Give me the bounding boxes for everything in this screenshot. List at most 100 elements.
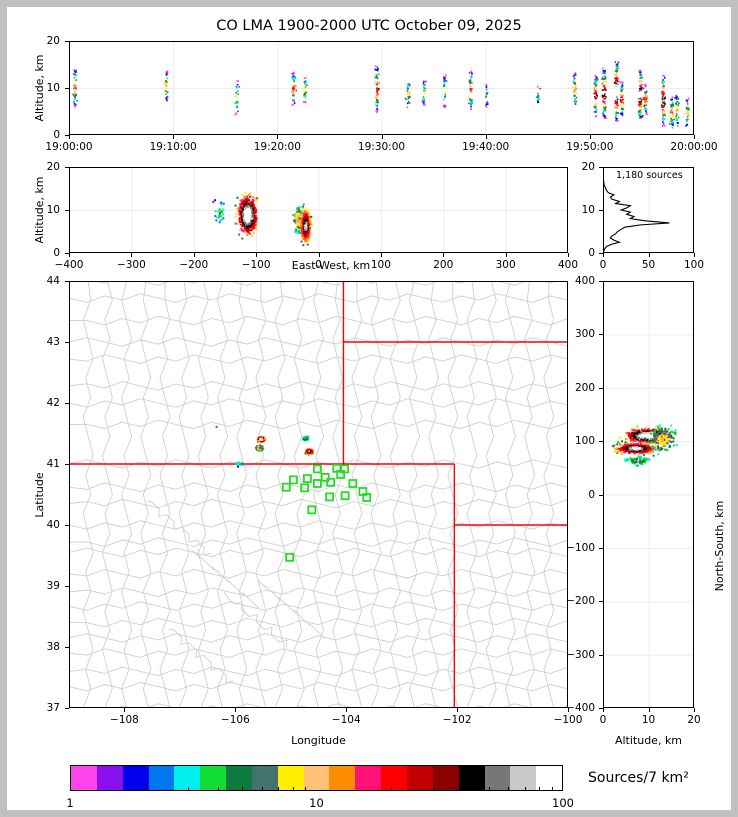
colorbar-segment bbox=[200, 766, 227, 790]
y-tick-label: 10 bbox=[581, 204, 595, 216]
axis-tick bbox=[599, 547, 603, 549]
y-tick-label: 100 bbox=[574, 435, 595, 448]
altitude-histogram-panel[interactable]: 1,180 sources bbox=[603, 167, 694, 253]
colorbar-segment bbox=[381, 766, 407, 790]
lma-station-marker bbox=[348, 479, 358, 488]
colorbar-segment bbox=[355, 766, 382, 790]
axis-tick bbox=[694, 708, 695, 712]
x-axis-label: East-West, km bbox=[291, 259, 371, 272]
axis-tick bbox=[318, 253, 320, 257]
y-tick-label: 20 bbox=[581, 161, 595, 173]
lma-station-marker bbox=[336, 469, 346, 479]
y-tick-label: 0 bbox=[588, 247, 595, 259]
x-tick-label: 19:30:00 bbox=[357, 141, 406, 153]
y-axis-label: Altitude, km bbox=[33, 54, 46, 122]
colorbar-minor-tick bbox=[218, 787, 220, 791]
colorbar-minor-tick bbox=[261, 787, 263, 791]
colorbar-minor-tick bbox=[187, 787, 189, 791]
y-tick-label: 400 bbox=[574, 275, 595, 287]
y-tick-label: 44 bbox=[46, 275, 60, 287]
axis-tick bbox=[65, 586, 69, 587]
east-west-altitude-panel[interactable] bbox=[69, 167, 568, 253]
y-tick-label: 37 bbox=[46, 702, 60, 714]
x-tick-label: 300 bbox=[495, 259, 516, 271]
time-height-panel[interactable] bbox=[69, 41, 694, 135]
x-tick-label: 50 bbox=[641, 259, 656, 271]
colorbar-minor-tick bbox=[278, 787, 280, 791]
x-tick-label: 0 bbox=[599, 259, 607, 271]
colorbar-segment bbox=[536, 766, 563, 790]
y-axis-label: North-South, km bbox=[713, 500, 726, 592]
axis-tick bbox=[599, 167, 603, 168]
colorbar-minor-tick bbox=[524, 787, 526, 791]
x-tick-label: −300 bbox=[116, 259, 146, 271]
colorbar-tick-label: 100 bbox=[552, 796, 574, 810]
y-tick-label: 0 bbox=[588, 488, 595, 501]
axis-tick bbox=[131, 253, 133, 257]
x-tick-label: 10 bbox=[641, 714, 656, 726]
x-tick-label: −106 bbox=[220, 714, 250, 726]
axis-tick bbox=[235, 708, 237, 712]
colorbar-minor-tick bbox=[508, 787, 510, 791]
axis-tick bbox=[65, 281, 69, 282]
y-tick-label: 10 bbox=[46, 204, 60, 216]
x-tick-label: −102 bbox=[442, 714, 472, 726]
colorbar-minor-tick bbox=[144, 787, 146, 791]
map-panel[interactable] bbox=[69, 281, 568, 708]
axis-tick bbox=[599, 210, 603, 211]
colorbar-segment bbox=[71, 766, 97, 790]
y-tick-label: 20 bbox=[46, 35, 60, 47]
axis-tick bbox=[457, 708, 459, 712]
y-tick-label: 0 bbox=[53, 129, 60, 141]
axis-tick bbox=[599, 253, 603, 254]
sources-density-colorbar[interactable] bbox=[70, 765, 563, 791]
axis-tick bbox=[485, 135, 487, 139]
x-tick-label: 400 bbox=[557, 259, 579, 271]
axis-tick bbox=[380, 253, 382, 257]
axis-tick bbox=[589, 135, 591, 139]
y-tick-label: 10 bbox=[46, 82, 60, 94]
y-tick-label: −400 bbox=[566, 702, 595, 714]
axis-tick bbox=[648, 708, 650, 712]
x-tick-label: 200 bbox=[433, 259, 454, 271]
colorbar-segment bbox=[329, 766, 356, 790]
east-west-plot-area bbox=[69, 167, 568, 253]
axis-tick bbox=[505, 253, 507, 257]
axis-tick bbox=[568, 708, 569, 712]
axis-tick bbox=[65, 403, 69, 404]
x-tick-label: 100 bbox=[370, 259, 391, 271]
axis-tick bbox=[568, 253, 569, 257]
y-tick-label: 43 bbox=[46, 336, 60, 348]
axis-tick bbox=[694, 135, 695, 139]
map-plot-area bbox=[69, 281, 568, 708]
lma-station-marker bbox=[326, 477, 336, 487]
x-tick-label: 19:20:00 bbox=[253, 141, 301, 153]
colorbar-segment bbox=[174, 766, 201, 790]
axis-tick bbox=[381, 135, 383, 139]
colorbar-minor-tick bbox=[434, 787, 436, 791]
axis-tick bbox=[599, 334, 603, 336]
y-tick-label: 0 bbox=[53, 247, 60, 259]
colorbar-segment bbox=[406, 766, 433, 790]
y-tick-label: −300 bbox=[566, 648, 595, 661]
axis-tick bbox=[256, 253, 258, 257]
colorbar-tick-label: 1 bbox=[66, 796, 74, 810]
axis-tick bbox=[694, 253, 695, 257]
lma-station-marker bbox=[340, 491, 350, 501]
lma-station-marker bbox=[302, 474, 312, 484]
axis-tick bbox=[599, 708, 603, 709]
y-tick-label: −200 bbox=[566, 595, 595, 608]
axis-tick bbox=[65, 210, 69, 211]
axis-tick bbox=[65, 135, 69, 136]
colorbar-segment bbox=[122, 766, 149, 790]
x-tick-label: 0 bbox=[599, 714, 607, 726]
x-tick-label: 20 bbox=[687, 714, 701, 726]
y-tick-label: 41 bbox=[46, 458, 60, 470]
axis-tick bbox=[65, 342, 69, 343]
axis-tick bbox=[65, 167, 69, 168]
axis-tick bbox=[603, 253, 604, 257]
axis-tick bbox=[599, 601, 603, 603]
colorbar-title: Sources/7 km² bbox=[588, 770, 689, 786]
north-south-altitude-panel[interactable] bbox=[603, 281, 694, 708]
y-tick-label: 20 bbox=[46, 161, 60, 173]
